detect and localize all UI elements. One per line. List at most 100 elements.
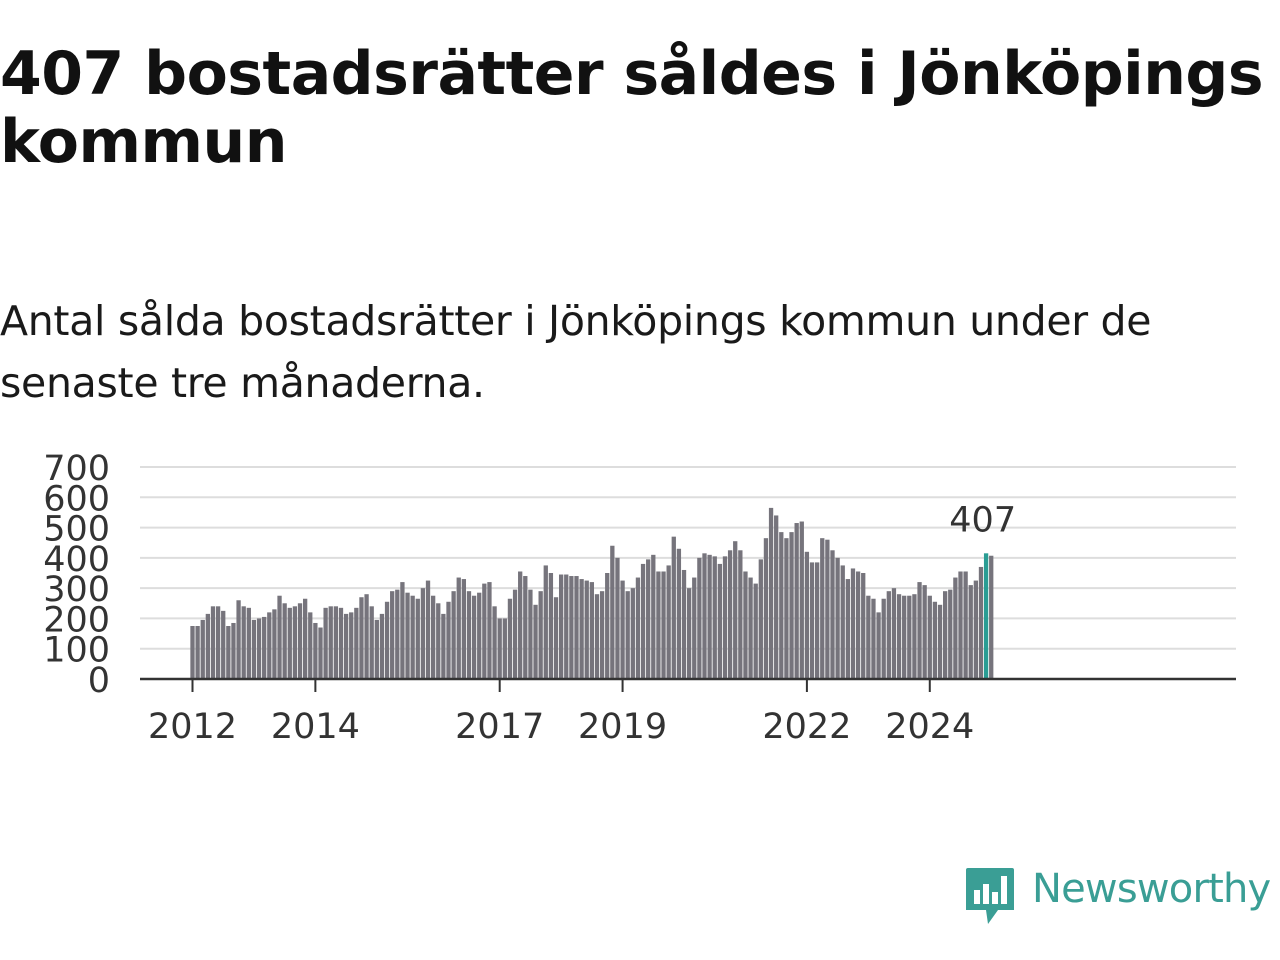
bar <box>302 598 308 679</box>
y-tick-label: 400 <box>43 540 110 580</box>
bar <box>195 626 200 679</box>
bar <box>471 595 477 679</box>
bar <box>518 571 523 679</box>
bar <box>262 616 267 679</box>
bar <box>820 538 825 679</box>
bar <box>425 580 431 679</box>
bar <box>507 598 513 679</box>
bar <box>850 568 856 679</box>
bar <box>799 521 804 679</box>
y-tick-label: 0 <box>88 661 110 701</box>
x-tick-label: 2022 <box>762 707 851 747</box>
bar <box>538 591 543 679</box>
bar <box>543 565 548 679</box>
bar <box>712 556 717 679</box>
bar <box>430 595 436 679</box>
y-tick-label: 500 <box>43 510 110 550</box>
bar <box>456 577 461 679</box>
chart-title: 407 bostadsrätter såldes i Jönköpings ko… <box>0 39 1264 177</box>
bar <box>886 591 891 679</box>
bar <box>973 580 979 679</box>
bar <box>661 571 666 679</box>
bar <box>210 606 216 679</box>
bar <box>343 613 349 679</box>
bar <box>558 574 564 679</box>
bar <box>502 618 507 679</box>
x-tick-label: 2024 <box>885 707 974 747</box>
bar <box>277 595 282 679</box>
bar <box>364 594 369 679</box>
bar <box>564 574 569 679</box>
bar <box>594 594 600 679</box>
bar <box>441 613 446 679</box>
bar <box>651 554 656 679</box>
y-tick-label: 300 <box>43 570 110 610</box>
bar <box>569 576 574 679</box>
bar <box>702 553 707 679</box>
bar <box>256 618 262 679</box>
bar <box>722 556 728 679</box>
bar <box>338 607 344 679</box>
bar <box>236 600 241 679</box>
bar <box>635 577 641 679</box>
bar <box>794 523 799 679</box>
bar <box>482 583 487 679</box>
bar <box>523 576 528 679</box>
bar <box>379 613 385 679</box>
bar <box>282 603 287 679</box>
bar <box>579 579 584 679</box>
bar <box>374 619 379 679</box>
bar <box>625 591 630 679</box>
bar <box>748 577 753 679</box>
bar <box>318 627 323 679</box>
bar <box>927 595 932 679</box>
bar <box>733 541 738 679</box>
bar <box>840 565 845 679</box>
bar <box>241 606 246 679</box>
bar <box>963 571 968 679</box>
bar <box>948 589 953 679</box>
bar <box>384 601 390 679</box>
bar <box>205 613 211 679</box>
bar <box>753 583 758 679</box>
bar <box>487 582 492 679</box>
bar <box>640 563 646 679</box>
bar <box>405 592 410 679</box>
bar <box>313 622 318 679</box>
bar <box>215 606 221 679</box>
bar <box>492 606 497 679</box>
bar <box>599 591 605 679</box>
bar <box>779 532 784 679</box>
bar <box>666 565 671 679</box>
x-tick-label: 2019 <box>578 707 667 747</box>
bar <box>784 538 789 679</box>
y-tick-label: 600 <box>43 479 110 519</box>
bar <box>451 591 456 679</box>
bar <box>328 606 333 679</box>
bar <box>768 507 774 679</box>
bar <box>272 609 277 679</box>
y-tick-label: 100 <box>43 631 110 671</box>
bar <box>968 585 973 679</box>
bar <box>978 566 984 679</box>
bar <box>436 603 441 679</box>
bar <box>200 619 205 679</box>
bar <box>349 612 354 679</box>
bar <box>553 597 559 679</box>
bar <box>902 595 907 679</box>
bar <box>415 598 420 679</box>
bar <box>861 573 866 679</box>
bar <box>825 539 830 679</box>
bar <box>630 588 635 679</box>
bar <box>512 589 518 679</box>
bar <box>707 554 712 679</box>
bar <box>359 597 364 679</box>
bar <box>620 580 625 679</box>
bar <box>809 562 815 679</box>
gridlines <box>140 466 1236 650</box>
bar <box>855 571 861 679</box>
bar <box>681 569 687 679</box>
bar <box>646 559 651 679</box>
x-tick-label: 2014 <box>271 707 360 747</box>
